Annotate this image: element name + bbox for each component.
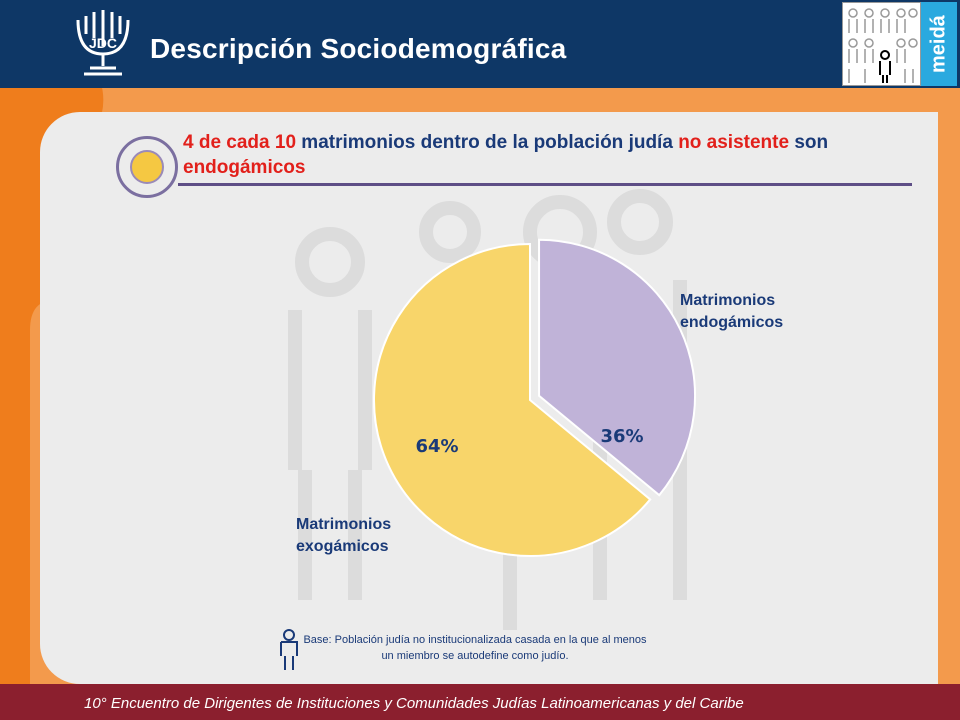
header-bar — [0, 0, 960, 88]
meida-people-logo — [842, 2, 921, 86]
logo-text: JDC — [89, 35, 117, 51]
slice-label-exogamicos: Matrimonios exogámicos — [296, 514, 391, 558]
headline-divider — [178, 183, 912, 186]
jdc-logo-icon: JDC — [76, 10, 130, 76]
headline-bullet-dot — [130, 150, 164, 184]
headline-part4: son — [789, 132, 829, 153]
base-note: Base: Población judía no institucionaliz… — [303, 634, 647, 662]
slice-label-endogamicos: Matrimonios endogámicos — [680, 290, 783, 334]
slice-label-endo-line2: endogámicos — [680, 314, 784, 331]
slice-label-endo-line1: Matrimonios — [680, 292, 776, 309]
headline-part5: endogámicos — [183, 157, 306, 178]
headline: 4 de cada 10 matrimonios dentro de la po… — [183, 130, 883, 180]
pie-value-label-endogamicos: 36% — [600, 426, 643, 447]
slice-label-exo-line2: exogámicos — [296, 538, 389, 555]
page-title: Descripción Sociodemográfica — [150, 33, 567, 64]
person-icon — [280, 629, 298, 670]
pie-slice-exogamicos — [373, 242, 652, 557]
footer-bar — [0, 684, 960, 720]
headline-part1: 4 de cada 10 — [183, 132, 297, 153]
headline-part3: no asistente — [678, 132, 790, 153]
pie-slice-endogamicos — [538, 238, 696, 497]
pie-value-label-exogamicos: 64% — [415, 436, 458, 457]
headline-part2: matrimonios dentro de la población judía — [296, 132, 679, 153]
footer-text: 10° Encuentro de Dirigentes de Instituci… — [84, 695, 744, 712]
slice-label-exo-line1: Matrimonios — [296, 516, 392, 533]
meida-brand-tab — [921, 2, 957, 86]
